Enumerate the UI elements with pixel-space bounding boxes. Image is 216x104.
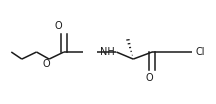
Text: O: O — [55, 21, 62, 31]
Text: O: O — [42, 59, 50, 69]
Text: O: O — [145, 73, 153, 83]
Text: Cl: Cl — [195, 47, 205, 57]
Text: NH: NH — [100, 47, 114, 57]
